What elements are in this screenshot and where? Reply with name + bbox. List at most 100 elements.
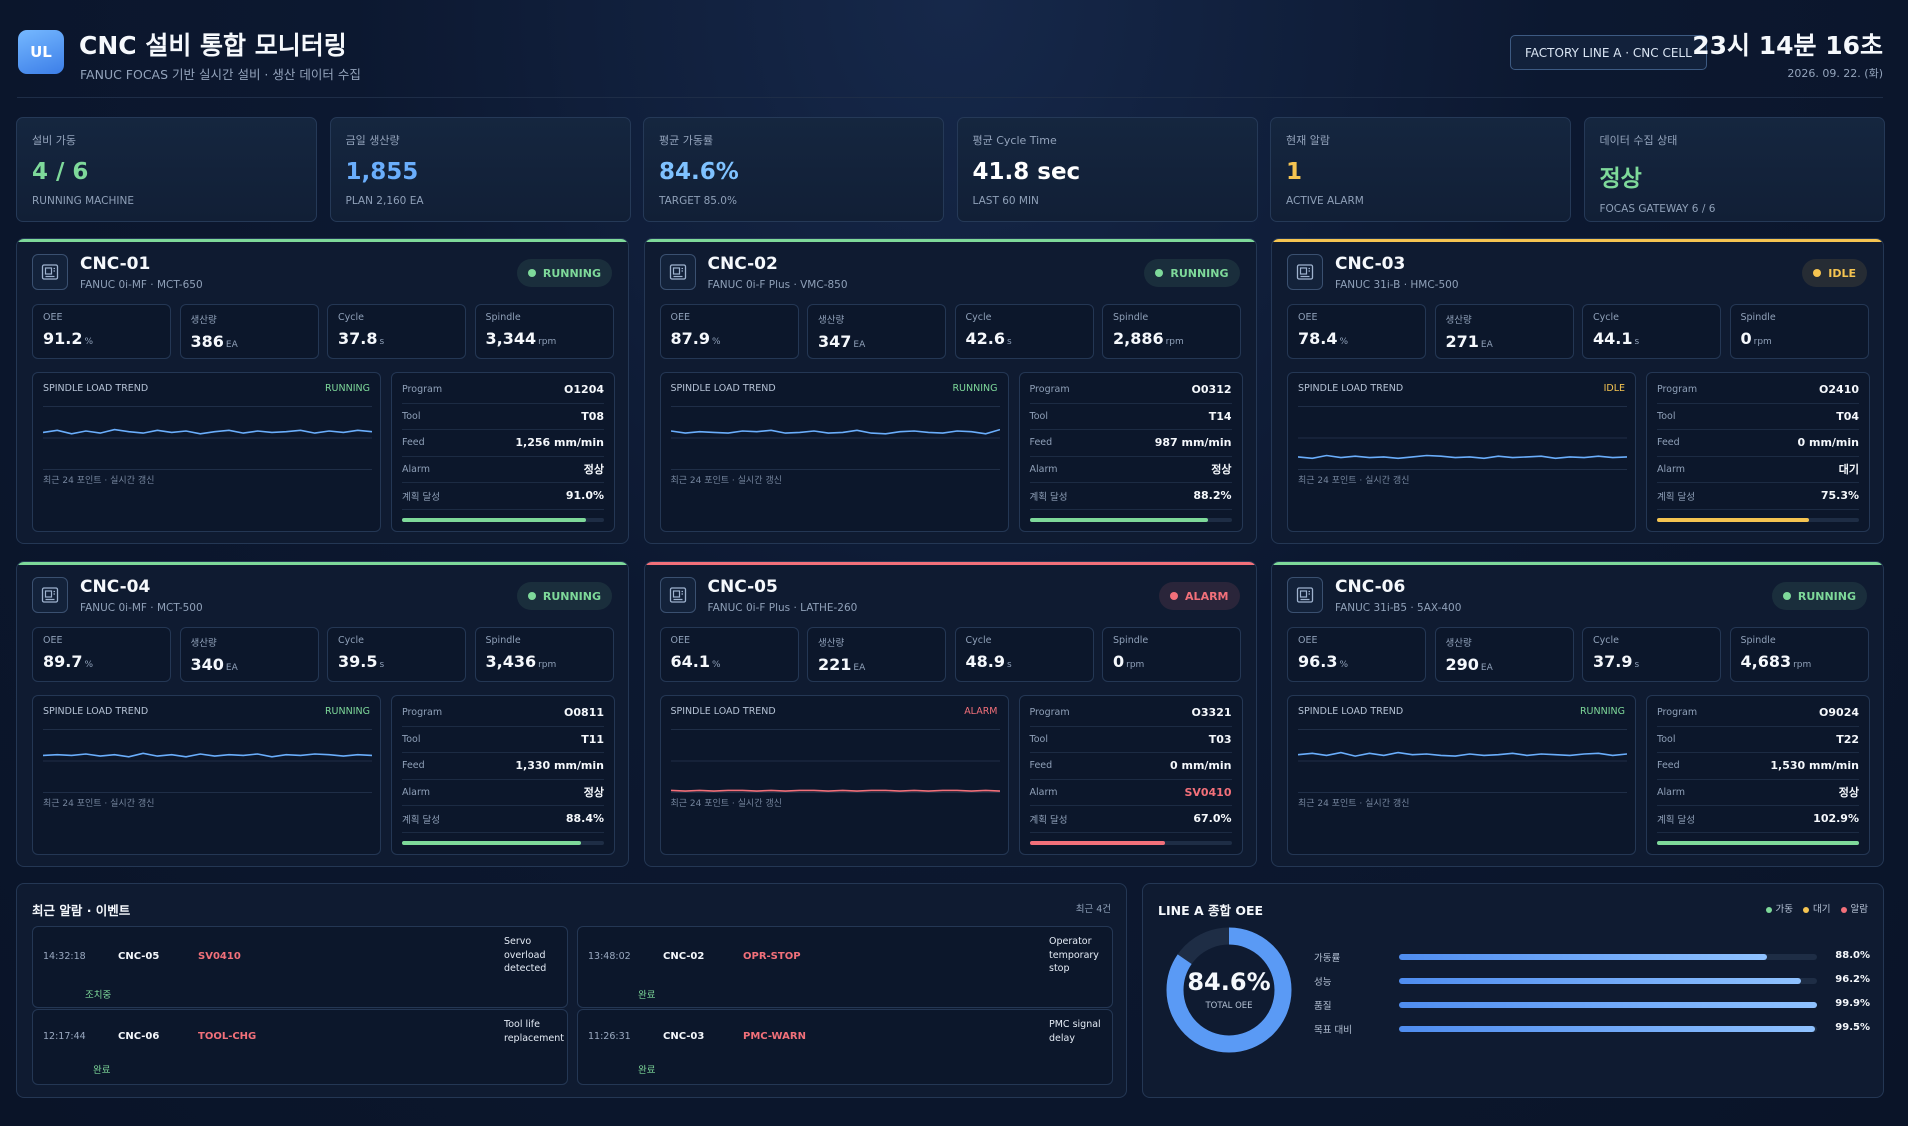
metric-number: 2,886 (1113, 329, 1164, 348)
machine-card-cnc-03[interactable]: CNC-03 FANUC 31i-B · HMC-500 IDLE OEE 78.4% 생… (1271, 238, 1884, 544)
trend-chart (1298, 406, 1627, 470)
events-title: 최근 알람 · 이벤트 (32, 903, 131, 918)
info-value: 정상 (1838, 786, 1859, 800)
event-item[interactable]: 11:26:31 CNC-03 PMC-WARN PMC signal delay 완료 (577, 1009, 1113, 1085)
machine-card-cnc-04[interactable]: CNC-04 FANUC 0i-MF · MCT-500 RUNNING OEE 89.… (16, 561, 629, 867)
info-value: 1,530 mm/min (1770, 759, 1859, 773)
info-row-program: Program O2410 (1657, 377, 1859, 404)
oee-row-fill (1399, 978, 1802, 984)
metric-number: 44.1 (1593, 329, 1633, 348)
info-key: 계획 달성 (1029, 814, 1068, 826)
metric-unit: rpm (538, 660, 557, 670)
event-item[interactable]: 14:32:18 CNC-05 SV0410 Servo overload detec… (32, 926, 568, 1008)
oee-row-fill (1399, 1002, 1817, 1008)
kpi-label: 현재 알람 (1286, 134, 1330, 147)
info-key: Program (1029, 384, 1070, 396)
info-row-alarm: Alarm 대기 (1657, 457, 1859, 483)
machine-model: FANUC 31i-B · HMC-500 (1335, 279, 1459, 291)
metric-label: OEE (670, 312, 690, 323)
page-subtitle: FANUC FOCAS 기반 실시간 설비 · 생산 데이터 수집 (80, 67, 361, 82)
info-key: Program (402, 384, 443, 396)
machine-info: Program O9024 Tool T22 Feed 1,530 mm/min Alarm… (1646, 695, 1870, 855)
metric-number: 39.5 (338, 652, 378, 671)
oee-row-track (1399, 1002, 1817, 1008)
trend-line (670, 789, 1000, 792)
metric-value: 91.2% (43, 329, 160, 348)
event-item[interactable]: 13:48:02 CNC-02 OPR-STOP Operator temporary… (577, 926, 1113, 1008)
machine-card-cnc-02[interactable]: CNC-02 FANUC 0i-F Plus · VMC-850 RUNNING OE… (643, 238, 1257, 544)
metric-value: 2,886 rpm (1113, 329, 1230, 348)
machine-card-cnc-05[interactable]: CNC-05 FANUC 0i-F Plus · LATHE-260 ALARM OE… (643, 561, 1257, 867)
machine-card-cnc-01[interactable]: CNC-01 FANUC 0i-MF · MCT-650 RUNNING OEE 91.… (16, 238, 629, 544)
kpi-value: 41.8 sec (972, 159, 1081, 185)
event-time: 11:26:31 (588, 1031, 631, 1042)
trend-note: 최근 24 포인트 · 실시간 갱신 (43, 476, 155, 486)
event-item[interactable]: 12:17:44 CNC-06 TOOL-CHG Tool life replacem… (32, 1009, 568, 1085)
info-row-feed: Feed 1,330 mm/min (402, 753, 604, 780)
info-key: Alarm (1657, 463, 1685, 475)
trend-status: RUNNING (324, 383, 370, 394)
machine-icon (659, 577, 696, 613)
kpi-value: 84.6% (659, 159, 739, 185)
info-key: Program (1657, 384, 1698, 396)
metric-spindle: Spindle 0 rpm (1729, 304, 1869, 359)
metric-value: 37.9 s (1593, 652, 1710, 671)
metric-oee: OEE 78.4% (1287, 304, 1426, 359)
metric-number: 87.9 (670, 329, 710, 348)
info-value: O9024 (1819, 706, 1859, 720)
oee-row-value: 99.5% (1835, 1022, 1870, 1033)
event-machine: CNC-02 (663, 951, 705, 962)
oee-row-fill (1399, 1026, 1815, 1032)
info-row-alarm: Alarm 정상 (402, 780, 604, 806)
oee-row-label: 성능 (1314, 977, 1332, 988)
metric-value: 96.3% (1298, 652, 1415, 671)
metric-number: 386 (190, 332, 224, 351)
spindle-load-trend: SPINDLE LOAD TREND RUNNING 최근 24 포인트 · 실시간… (32, 695, 381, 855)
metric-unit: rpm (538, 337, 557, 347)
event-machine: CNC-06 (118, 1031, 160, 1042)
metric-label: 생산량 (190, 638, 217, 649)
info-row-tool: Tool T11 (402, 727, 604, 753)
trend-chart (43, 406, 372, 470)
legend-label: 가동 (1775, 904, 1794, 915)
metric-spindle: Spindle 2,886 rpm (1102, 304, 1241, 359)
metric-label: OEE (43, 312, 63, 323)
metric-value: 87.9% (671, 329, 788, 348)
event-description: Servo overload detected (504, 936, 547, 974)
info-row-alarm: Alarm SV0410 (1029, 780, 1232, 806)
metric-unit: EA (1480, 663, 1493, 673)
metric-unit: EA (225, 340, 238, 350)
oee-row-track (1399, 1026, 1817, 1032)
status-text: RUNNING (542, 589, 601, 603)
kpi-card: 평균 가동률 84.6% TARGET 85.0% (643, 117, 944, 222)
status-dot-icon (1782, 592, 1791, 600)
metric-output: 생산량 347 EA (807, 304, 946, 359)
trend-line (670, 428, 1000, 435)
metric-label: Spindle (1740, 635, 1776, 646)
info-value: 0 mm/min (1170, 759, 1232, 773)
trend-status: RUNNING (1579, 706, 1625, 717)
status-badge: RUNNING (1771, 582, 1867, 610)
metric-unit: EA (225, 663, 238, 673)
event-code: PMC-WARN (743, 1031, 806, 1042)
oee-row: 가동률 88.0% (1314, 950, 1870, 964)
line-selector-badge[interactable]: FACTORY LINE A · CNC CELL (1510, 35, 1707, 70)
metric-label: Cycle (965, 312, 992, 323)
trend-title: SPINDLE LOAD TREND (1298, 383, 1404, 394)
oee-row-value: 88.0% (1835, 950, 1870, 961)
metric-value: 221 EA (818, 655, 935, 674)
machine-model: FANUC 31i-B5 · 5AX-400 (1335, 602, 1462, 614)
info-key: Tool (1029, 733, 1048, 745)
metric-number: 347 (818, 332, 852, 351)
machine-name: CNC-05 (707, 577, 778, 597)
metric-number: 290 (1445, 655, 1479, 674)
info-key: Program (1029, 707, 1070, 719)
trend-chart (1298, 729, 1627, 793)
kpi-sub: LAST 60 MIN (972, 195, 1039, 207)
kpi-sub: TARGET 85.0% (659, 195, 737, 207)
machine-name: CNC-04 (80, 577, 151, 597)
machine-card-cnc-06[interactable]: CNC-06 FANUC 31i-B5 · 5AX-400 RUNNING OEE 96… (1271, 561, 1884, 867)
info-value: 0 mm/min (1797, 436, 1860, 450)
metric-unit: % (84, 660, 94, 670)
metric-number: 78.4 (1298, 329, 1338, 348)
